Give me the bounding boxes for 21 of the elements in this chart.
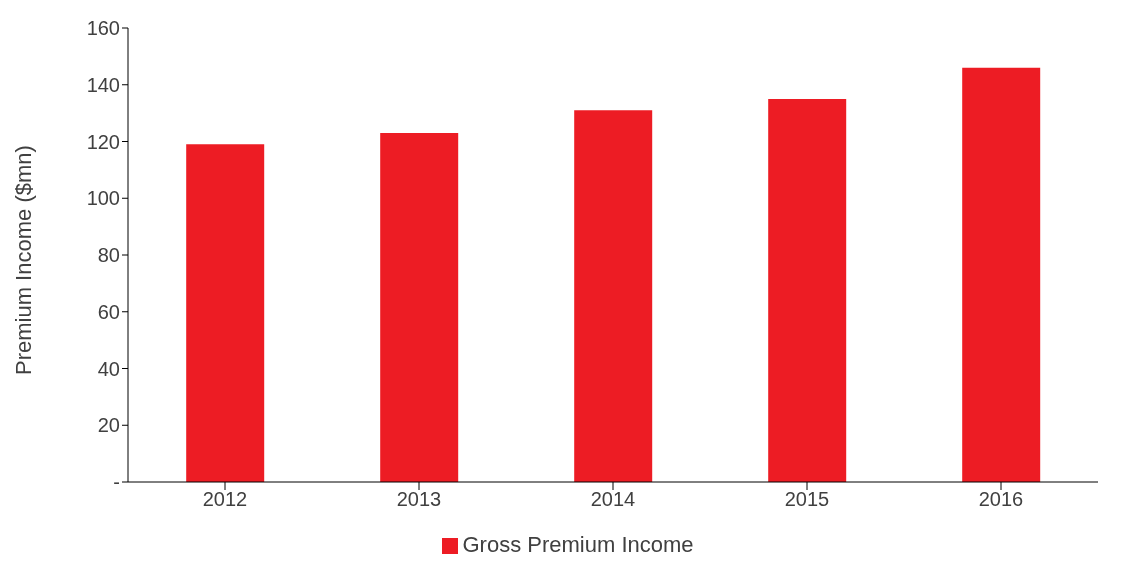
y-tick-label: 20	[97, 414, 120, 437]
y-tick-label: 100	[86, 187, 120, 210]
x-tick-label: 2014	[590, 488, 636, 511]
x-tick-label: 2016	[978, 488, 1024, 511]
bar	[962, 67, 1041, 482]
y-tick-label: -	[113, 471, 120, 494]
legend-label: Gross Premium Income	[462, 532, 694, 557]
bar	[574, 110, 653, 482]
bar	[768, 98, 847, 482]
y-tick-label: 120	[86, 130, 120, 153]
x-tick-label: 2013	[396, 488, 442, 511]
y-tick-label: 60	[97, 300, 120, 323]
y-axis-title: Premium Income ($mn)	[10, 145, 36, 375]
x-tick-label: 2015	[784, 488, 830, 511]
bar	[380, 132, 459, 482]
x-tick-label: 2012	[202, 488, 248, 511]
bar	[186, 144, 265, 482]
y-tick-label: 140	[86, 73, 120, 96]
y-tick-label: 80	[97, 244, 120, 267]
y-tick-label: 160	[86, 17, 120, 40]
y-tick-label: 40	[97, 357, 120, 380]
